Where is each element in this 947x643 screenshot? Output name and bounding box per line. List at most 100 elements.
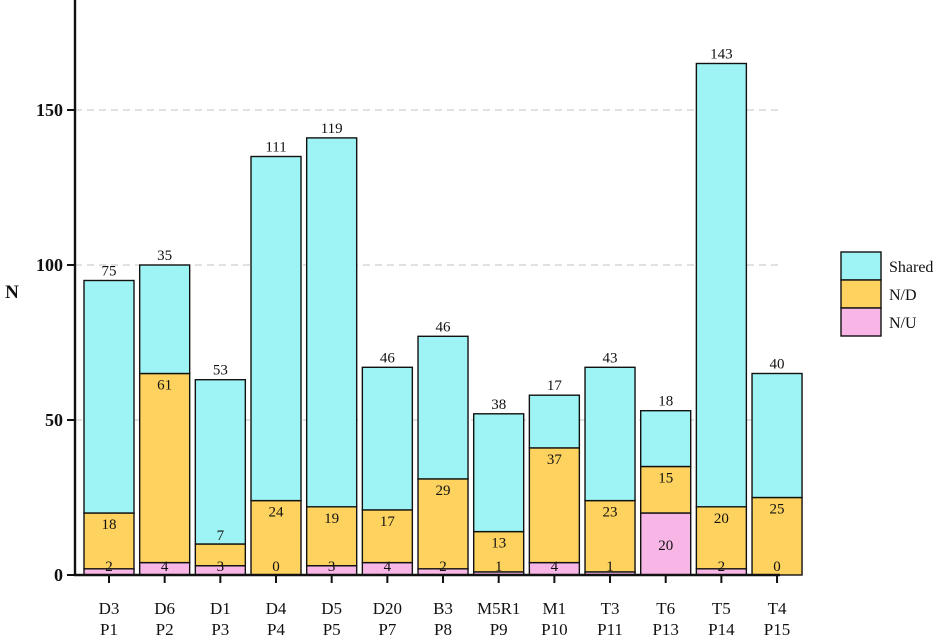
data-label: 43: [603, 350, 618, 366]
data-label: 17: [380, 514, 396, 530]
x-tick-label: M1: [543, 599, 567, 618]
data-label: 3: [328, 559, 336, 575]
legend: Shared N/D N/U: [840, 251, 933, 337]
data-label: 23: [603, 505, 618, 521]
data-label: 19: [324, 511, 339, 527]
legend-swatch: [840, 251, 882, 281]
data-label: 75: [102, 264, 117, 280]
x-tick-label: P11: [597, 620, 623, 639]
x-tick-label: M5R1: [477, 599, 520, 618]
data-label: 0: [773, 559, 781, 575]
x-tick-label: P3: [211, 620, 229, 639]
x-tick-label: P2: [156, 620, 174, 639]
data-label: 53: [213, 363, 228, 379]
data-label: 24: [269, 505, 285, 521]
data-label: 35: [157, 248, 172, 264]
bar-segment-shared: [528, 394, 581, 449]
data-label: 38: [491, 397, 506, 413]
data-label: 13: [491, 536, 506, 552]
data-label: 111: [265, 140, 286, 156]
y-axis-label: N: [5, 282, 19, 303]
bar-segment-n-d: [83, 512, 135, 570]
data-label: 25: [770, 502, 785, 518]
data-label: 1: [606, 559, 614, 575]
x-tick-label: P9: [490, 620, 508, 639]
data-label: 20: [658, 538, 673, 554]
data-label: 2: [718, 559, 726, 575]
legend-label: N/D: [889, 287, 917, 304]
bar-segment-shared: [305, 137, 358, 508]
x-tick-label: P14: [708, 620, 735, 639]
data-label: 18: [658, 394, 673, 410]
bars: [83, 62, 803, 576]
x-tick-label: T3: [601, 599, 620, 618]
bar-segment-n-d: [695, 506, 748, 570]
x-tick-label: D5: [321, 599, 342, 618]
x-tick-label: P7: [378, 620, 396, 639]
bar-segment-n-d: [528, 447, 581, 564]
data-label: 40: [770, 357, 785, 373]
x-tick-label: B3: [433, 599, 453, 618]
x-tick-label: D3: [99, 599, 120, 618]
x-tick-label: P4: [267, 620, 285, 639]
y-tick-label: 100: [36, 255, 63, 275]
x-tick-label: D20: [373, 599, 402, 618]
data-label: 4: [161, 559, 169, 575]
data-label: 46: [380, 350, 396, 366]
y-tick-label: 50: [45, 410, 63, 430]
bar-segment-shared: [640, 410, 692, 468]
x-tick-label: D4: [266, 599, 287, 618]
x-tick-label: T5: [712, 599, 731, 618]
bar-segment-n-d: [472, 530, 525, 573]
data-label: 0: [272, 559, 280, 575]
x-tick-label: P1: [100, 620, 118, 639]
x-tick-label: P8: [434, 620, 452, 639]
bar-segment-shared: [250, 155, 302, 502]
axes: D3 P1 D6 P2 D1 P3 D4 P4 D5 P5 D20 P7 B3 P8 M5R1 P9 M1 P10…: [36, 0, 790, 639]
data-label: 15: [658, 471, 673, 487]
bar-segment-shared: [695, 62, 748, 508]
x-tick-label: D6: [154, 599, 175, 618]
data-label: 2: [105, 559, 113, 575]
x-tick-label: T6: [656, 599, 675, 618]
data-label: 18: [102, 517, 117, 533]
data-label: 20: [714, 511, 729, 527]
data-label: 4: [551, 559, 559, 575]
data-label: 37: [547, 452, 563, 468]
data-label: 7: [217, 528, 225, 544]
x-tick-label: P10: [541, 620, 567, 639]
legend-swatch: [840, 279, 882, 309]
data-label: 29: [436, 483, 451, 499]
legend-label: Shared: [889, 259, 933, 276]
bar-segment-n-d: [138, 372, 191, 564]
y-tick-label: 150: [36, 100, 63, 120]
data-label: 46: [436, 319, 452, 335]
x-tick-label: T4: [768, 599, 787, 618]
data-label: 2: [439, 559, 447, 575]
bar-segment-n-d: [250, 499, 302, 576]
bar-segment-shared: [584, 366, 636, 502]
data-label: 1: [495, 559, 503, 575]
y-tick-label: 0: [54, 565, 63, 585]
x-tick-label: P5: [323, 620, 341, 639]
data-label: 3: [217, 559, 225, 575]
data-labels: 2187546135375302411131911941746229461133…: [102, 47, 785, 576]
x-tick-label: P13: [652, 620, 678, 639]
bar-segment-shared: [138, 264, 191, 375]
x-tick-label: D1: [210, 599, 231, 618]
bar-segment-n-d: [361, 509, 414, 564]
data-label: 4: [384, 559, 392, 575]
data-label: 17: [547, 378, 563, 394]
data-label: 61: [157, 378, 172, 394]
legend-swatch: [840, 307, 882, 337]
bar-segment-shared: [751, 372, 803, 499]
bar-segment-shared: [361, 366, 414, 511]
bar-segment-shared: [472, 413, 525, 533]
bar-segment-shared: [417, 335, 469, 480]
bar-segment-shared: [194, 379, 247, 545]
data-label: 119: [321, 121, 343, 137]
data-label: 143: [710, 47, 733, 63]
bar-segment-n-d: [305, 506, 358, 567]
bar-segment-shared: [83, 279, 135, 514]
